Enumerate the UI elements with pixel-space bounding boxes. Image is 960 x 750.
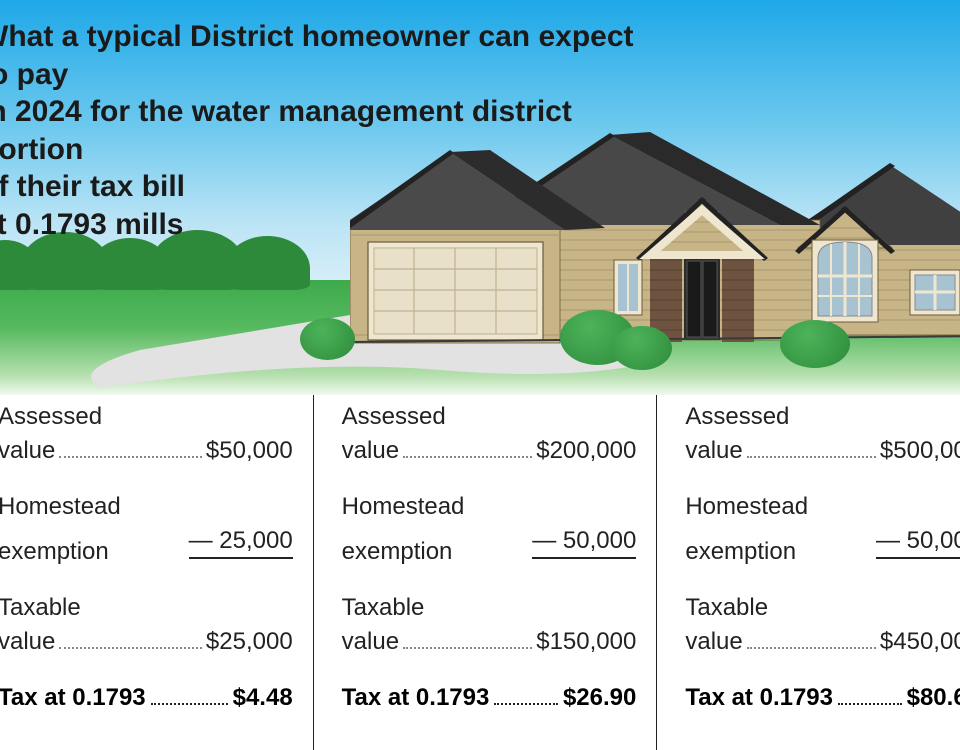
homestead-label: Homestead [0,493,121,521]
assessed-label-2: value [342,437,399,465]
taxable-value: $150,000 [536,628,636,656]
homestead-label: Homestead [342,493,465,521]
assessed-value: $200,000 [536,437,636,465]
title-line-3: of their tax bill [0,170,185,203]
tax-column-2: Assessed value $200,000 Homestead exempt… [313,395,657,750]
taxable-label: Taxable [685,594,768,622]
tax-label: Tax at 0.1793 [685,684,833,712]
exemption-value: — 50,000 [876,527,960,559]
exemption-value: — 50,000 [532,527,636,559]
taxable-label-2: value [342,628,399,656]
taxable-label: Taxable [0,594,81,622]
homestead-label-2: exemption [0,538,115,566]
shrub-icon [780,320,850,368]
taxable-label: Taxable [342,594,425,622]
tax-value: $26.90 [563,684,636,712]
assessed-label: Assessed [0,403,102,431]
tax-label: Tax at 0.1793 [342,684,490,712]
assessed-label: Assessed [685,403,789,431]
assessed-label-2: value [685,437,742,465]
tax-column-3: Assessed value $500,000 Homestead exempt… [656,395,960,750]
homestead-label: Homestead [685,493,808,521]
shrub-icon [300,318,355,360]
assessed-label: Assessed [342,403,446,431]
shrub-icon [612,326,672,370]
taxable-label-2: value [0,628,55,656]
tax-value: $80.69 [907,684,960,712]
page-title: What a typical District homeowner can ex… [0,18,660,243]
taxable-value: $25,000 [206,628,293,656]
assessed-value: $50,000 [206,437,293,465]
tax-label: Tax at 0.1793 [0,684,146,712]
title-line-4: at 0.1793 mills [0,208,183,241]
exemption-value: — 25,000 [189,527,293,559]
homestead-label-2: exemption [342,538,459,566]
title-line-2: in 2024 for the water management distric… [0,95,572,166]
tax-column-1: Assessed value $50,000 Homestead exempti… [0,395,313,750]
taxable-label-2: value [685,628,742,656]
title-line-1: What a typical District homeowner can ex… [0,20,634,91]
homestead-label-2: exemption [685,538,802,566]
tax-value: $4.48 [233,684,293,712]
tax-columns: Assessed value $50,000 Homestead exempti… [0,395,960,750]
assessed-label-2: value [0,437,55,465]
assessed-value: $500,000 [880,437,960,465]
taxable-value: $450,000 [880,628,960,656]
